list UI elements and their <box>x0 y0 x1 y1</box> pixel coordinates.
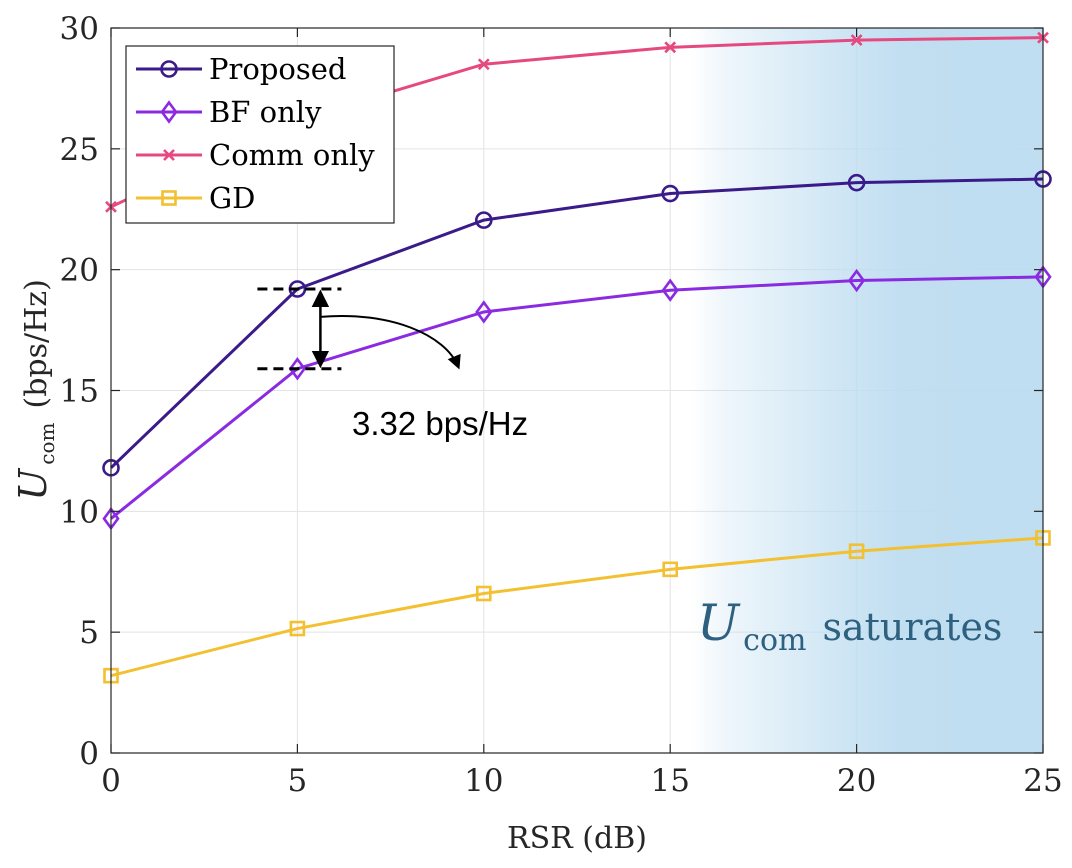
legend: Proposed BF only Comm only GD <box>125 45 395 224</box>
legend-marker <box>161 190 177 206</box>
legend-label: Comm only <box>209 138 375 172</box>
x-tick-label: 15 <box>650 763 689 799</box>
legend-item: Proposed <box>136 52 346 86</box>
y-tick-label: 5 <box>79 615 99 651</box>
data-point <box>661 278 679 302</box>
y-tick-label: 20 <box>60 253 99 289</box>
legend-marker <box>160 100 178 124</box>
y-tick-label: 10 <box>60 494 99 530</box>
saturation-label: U com saturates <box>697 594 1002 658</box>
legend-marker <box>163 149 175 161</box>
series-line <box>109 177 1044 469</box>
data-point <box>661 184 680 203</box>
saturation-label-subscript: com <box>743 623 806 658</box>
y-tick-label: 0 <box>79 736 99 772</box>
y-axis-unit: (bps/Hz) <box>19 279 54 408</box>
y-axis-symbol: U <box>11 467 55 501</box>
legend-label: BF only <box>209 95 322 129</box>
legend-label: Proposed <box>209 52 346 86</box>
y-axis-subscript: com <box>35 423 59 465</box>
data-point <box>848 543 865 560</box>
data-point <box>662 561 679 578</box>
saturation-label-text: saturates <box>822 605 1002 649</box>
data-point <box>475 585 492 602</box>
legend-item: GD <box>136 181 255 215</box>
y-tick-label: 15 <box>60 374 99 410</box>
gap-annotation: 3.32 bps/Hz <box>257 287 528 442</box>
x-tick-label: 5 <box>288 763 308 799</box>
legend-item: Comm only <box>136 138 375 172</box>
legend-item: BF only <box>136 95 322 129</box>
data-point <box>847 268 866 293</box>
y-tick-label: 30 <box>60 11 99 47</box>
x-tick-label: 25 <box>1023 763 1062 799</box>
data-point <box>288 357 307 381</box>
data-point <box>477 58 490 71</box>
legend-marker <box>160 60 178 78</box>
data-point <box>289 620 306 637</box>
series-line <box>110 275 1044 520</box>
data-point <box>474 211 493 229</box>
x-axis-label: RSR (dB) <box>507 821 647 856</box>
x-tick-label: 0 <box>101 763 121 799</box>
saturation-label-symbol: U <box>697 594 741 652</box>
svg-text:U com (bps/Hz): U com (bps/Hz) <box>11 279 59 501</box>
gap-curved-arrow <box>320 315 461 370</box>
x-tick-label: 20 <box>837 763 876 799</box>
data-point <box>850 34 863 47</box>
data-point <box>664 41 677 54</box>
data-point <box>847 173 866 192</box>
y-tick-label: 25 <box>60 132 99 168</box>
legend-label: GD <box>209 181 255 215</box>
data-point <box>475 300 493 324</box>
x-tick-label: 10 <box>464 763 503 799</box>
gap-label: 3.32 bps/Hz <box>352 405 528 442</box>
axis-ticks: 0 5 10 15 20 25 0 5 10 15 20 25 30 <box>60 11 1063 799</box>
y-axis-label: U com (bps/Hz) <box>11 279 59 501</box>
saturation-shaded-region <box>690 28 1043 753</box>
series-line <box>110 536 1044 678</box>
